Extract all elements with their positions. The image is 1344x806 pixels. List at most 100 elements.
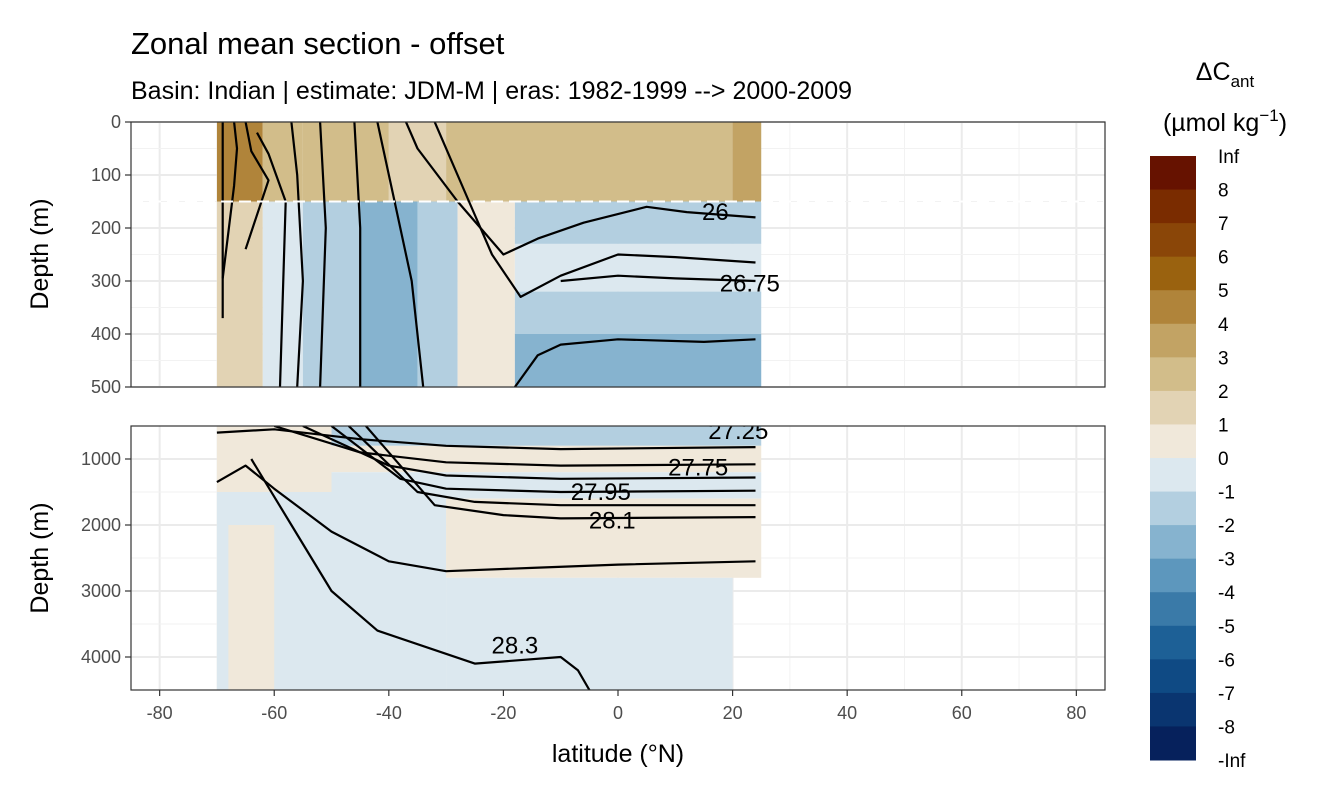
- y-tick-label: 3000: [81, 581, 121, 601]
- legend-label: -5: [1218, 617, 1235, 638]
- field-cell: [216, 122, 263, 202]
- x-tick-label: 20: [723, 703, 743, 723]
- legend-units-exp: −1: [1259, 106, 1278, 125]
- legend-title-sub: ant: [1231, 72, 1255, 91]
- legend-label: 0: [1218, 449, 1229, 470]
- isopycnal-label: 27.75: [668, 455, 728, 482]
- legend-label: -7: [1218, 684, 1235, 705]
- field-cell: [417, 201, 458, 387]
- chart-title: Zonal mean section - offset: [131, 26, 505, 61]
- upper-panel: 26 26.75 0 100 200 300 400 500: [91, 112, 1106, 397]
- isopycnal-line: [216, 464, 756, 573]
- legend-units: (µmol kg−1): [1163, 106, 1287, 137]
- legend-swatch: [1150, 290, 1196, 325]
- legend-swatch: [1150, 256, 1196, 291]
- field-cell: [262, 122, 303, 202]
- field-cell: [302, 201, 361, 387]
- x-tick-label: 40: [837, 703, 857, 723]
- isopycnal-label: 27.95: [571, 479, 631, 506]
- legend-swatch: [1150, 323, 1196, 358]
- legend-title-main: ΔC: [1196, 58, 1231, 86]
- isopycnal-line: [319, 122, 327, 387]
- isopycnal-line: [256, 132, 287, 387]
- legend-label: 8: [1218, 181, 1229, 202]
- legend-label: 3: [1218, 348, 1229, 369]
- legend-units-prefix: (µmol kg: [1163, 109, 1259, 137]
- isopycnal-line: [221, 122, 239, 279]
- legend-swatch: [1150, 491, 1196, 526]
- isopycnal-label: 28.3: [492, 633, 539, 660]
- field-cell: [388, 122, 447, 202]
- isopycnal-label: 26.75: [720, 271, 780, 298]
- legend-label: -4: [1218, 583, 1235, 604]
- legend-label: -1: [1218, 483, 1235, 504]
- lower-y-axis-label: Depth (m): [26, 502, 54, 613]
- x-tick-label: 0: [613, 703, 623, 723]
- y-tick-label: 1000: [81, 449, 121, 469]
- legend-label: -6: [1218, 650, 1235, 671]
- field-cell: [228, 525, 275, 690]
- legend-swatch: [1150, 357, 1196, 392]
- isopycnal-label: 28.1: [589, 507, 636, 534]
- y-tick-label: 400: [91, 324, 121, 344]
- y-tick-label: 4000: [81, 647, 121, 667]
- isopycnal-line: [302, 426, 756, 480]
- legend-title: ΔCant: [1196, 58, 1255, 91]
- isopycnal-line: [376, 122, 425, 387]
- isopycnal-line: [244, 122, 270, 250]
- field-cell: [514, 291, 762, 334]
- x-axis: -80 -60 -40 -20 0 20 40 60 80: [147, 690, 1086, 723]
- legend-label: 5: [1218, 281, 1229, 302]
- legend-swatch: [1150, 659, 1196, 694]
- isopycnal-line: [433, 122, 756, 298]
- y-tick-label: 300: [91, 271, 121, 291]
- legend-swatch: [1150, 156, 1196, 191]
- y-tick-label: 200: [91, 218, 121, 238]
- legend-label: -2: [1218, 516, 1235, 537]
- isopycnal-line: [560, 274, 756, 283]
- y-tick-label: 500: [91, 377, 121, 397]
- field-cell: [514, 334, 762, 387]
- isopycnal-line: [347, 426, 756, 507]
- legend-label: Inf: [1218, 147, 1240, 168]
- y-tick-label: 0: [111, 112, 121, 132]
- field-cell: [216, 426, 332, 492]
- isopycnal-line: [273, 426, 756, 467]
- colorbar-legend: ΔCant (µmol kg−1) Inf 8 7 6 5 4 3 2 1 0 -1 -2 -3 -4 -5…: [1150, 58, 1287, 772]
- legend-label: -8: [1218, 717, 1235, 738]
- legend-swatch: [1150, 726, 1196, 761]
- legend-swatch: [1150, 390, 1196, 425]
- field-cell: [302, 122, 389, 202]
- field-cell: [457, 201, 515, 387]
- legend-swatch: [1150, 558, 1196, 593]
- legend-swatch: [1150, 458, 1196, 493]
- x-tick-label: -40: [376, 703, 402, 723]
- y-tick-label: 2000: [81, 515, 121, 535]
- legend-label: 7: [1218, 214, 1229, 235]
- chart-subtitle: Basin: Indian | estimate: JDM-M | eras: …: [131, 77, 852, 105]
- isopycnal-line: [514, 338, 756, 387]
- panel-border: [130, 121, 1106, 388]
- field-cell: [514, 243, 762, 292]
- x-tick-label: -80: [147, 703, 173, 723]
- legend-swatch: [1150, 223, 1196, 258]
- field-cell: [360, 201, 418, 387]
- field-cell: [216, 201, 263, 387]
- isopycnal-line: [216, 428, 756, 451]
- legend-swatch: [1150, 692, 1196, 727]
- isopycnal-line: [250, 458, 591, 690]
- legend-units-suffix: ): [1279, 109, 1287, 137]
- legend-label: -Inf: [1218, 751, 1246, 772]
- y-tick-label: 100: [91, 165, 121, 185]
- x-tick-label: -20: [490, 703, 516, 723]
- legend-swatch: [1150, 625, 1196, 660]
- field-cell: [732, 122, 762, 202]
- field-cells: 26 26.75: [131, 122, 1105, 387]
- x-tick-label: -60: [261, 703, 287, 723]
- isopycnal-line: [290, 122, 304, 387]
- isopycnal-line: [404, 122, 756, 256]
- legend-swatch: [1150, 525, 1196, 560]
- isopycnal-label: 27.25: [708, 418, 768, 445]
